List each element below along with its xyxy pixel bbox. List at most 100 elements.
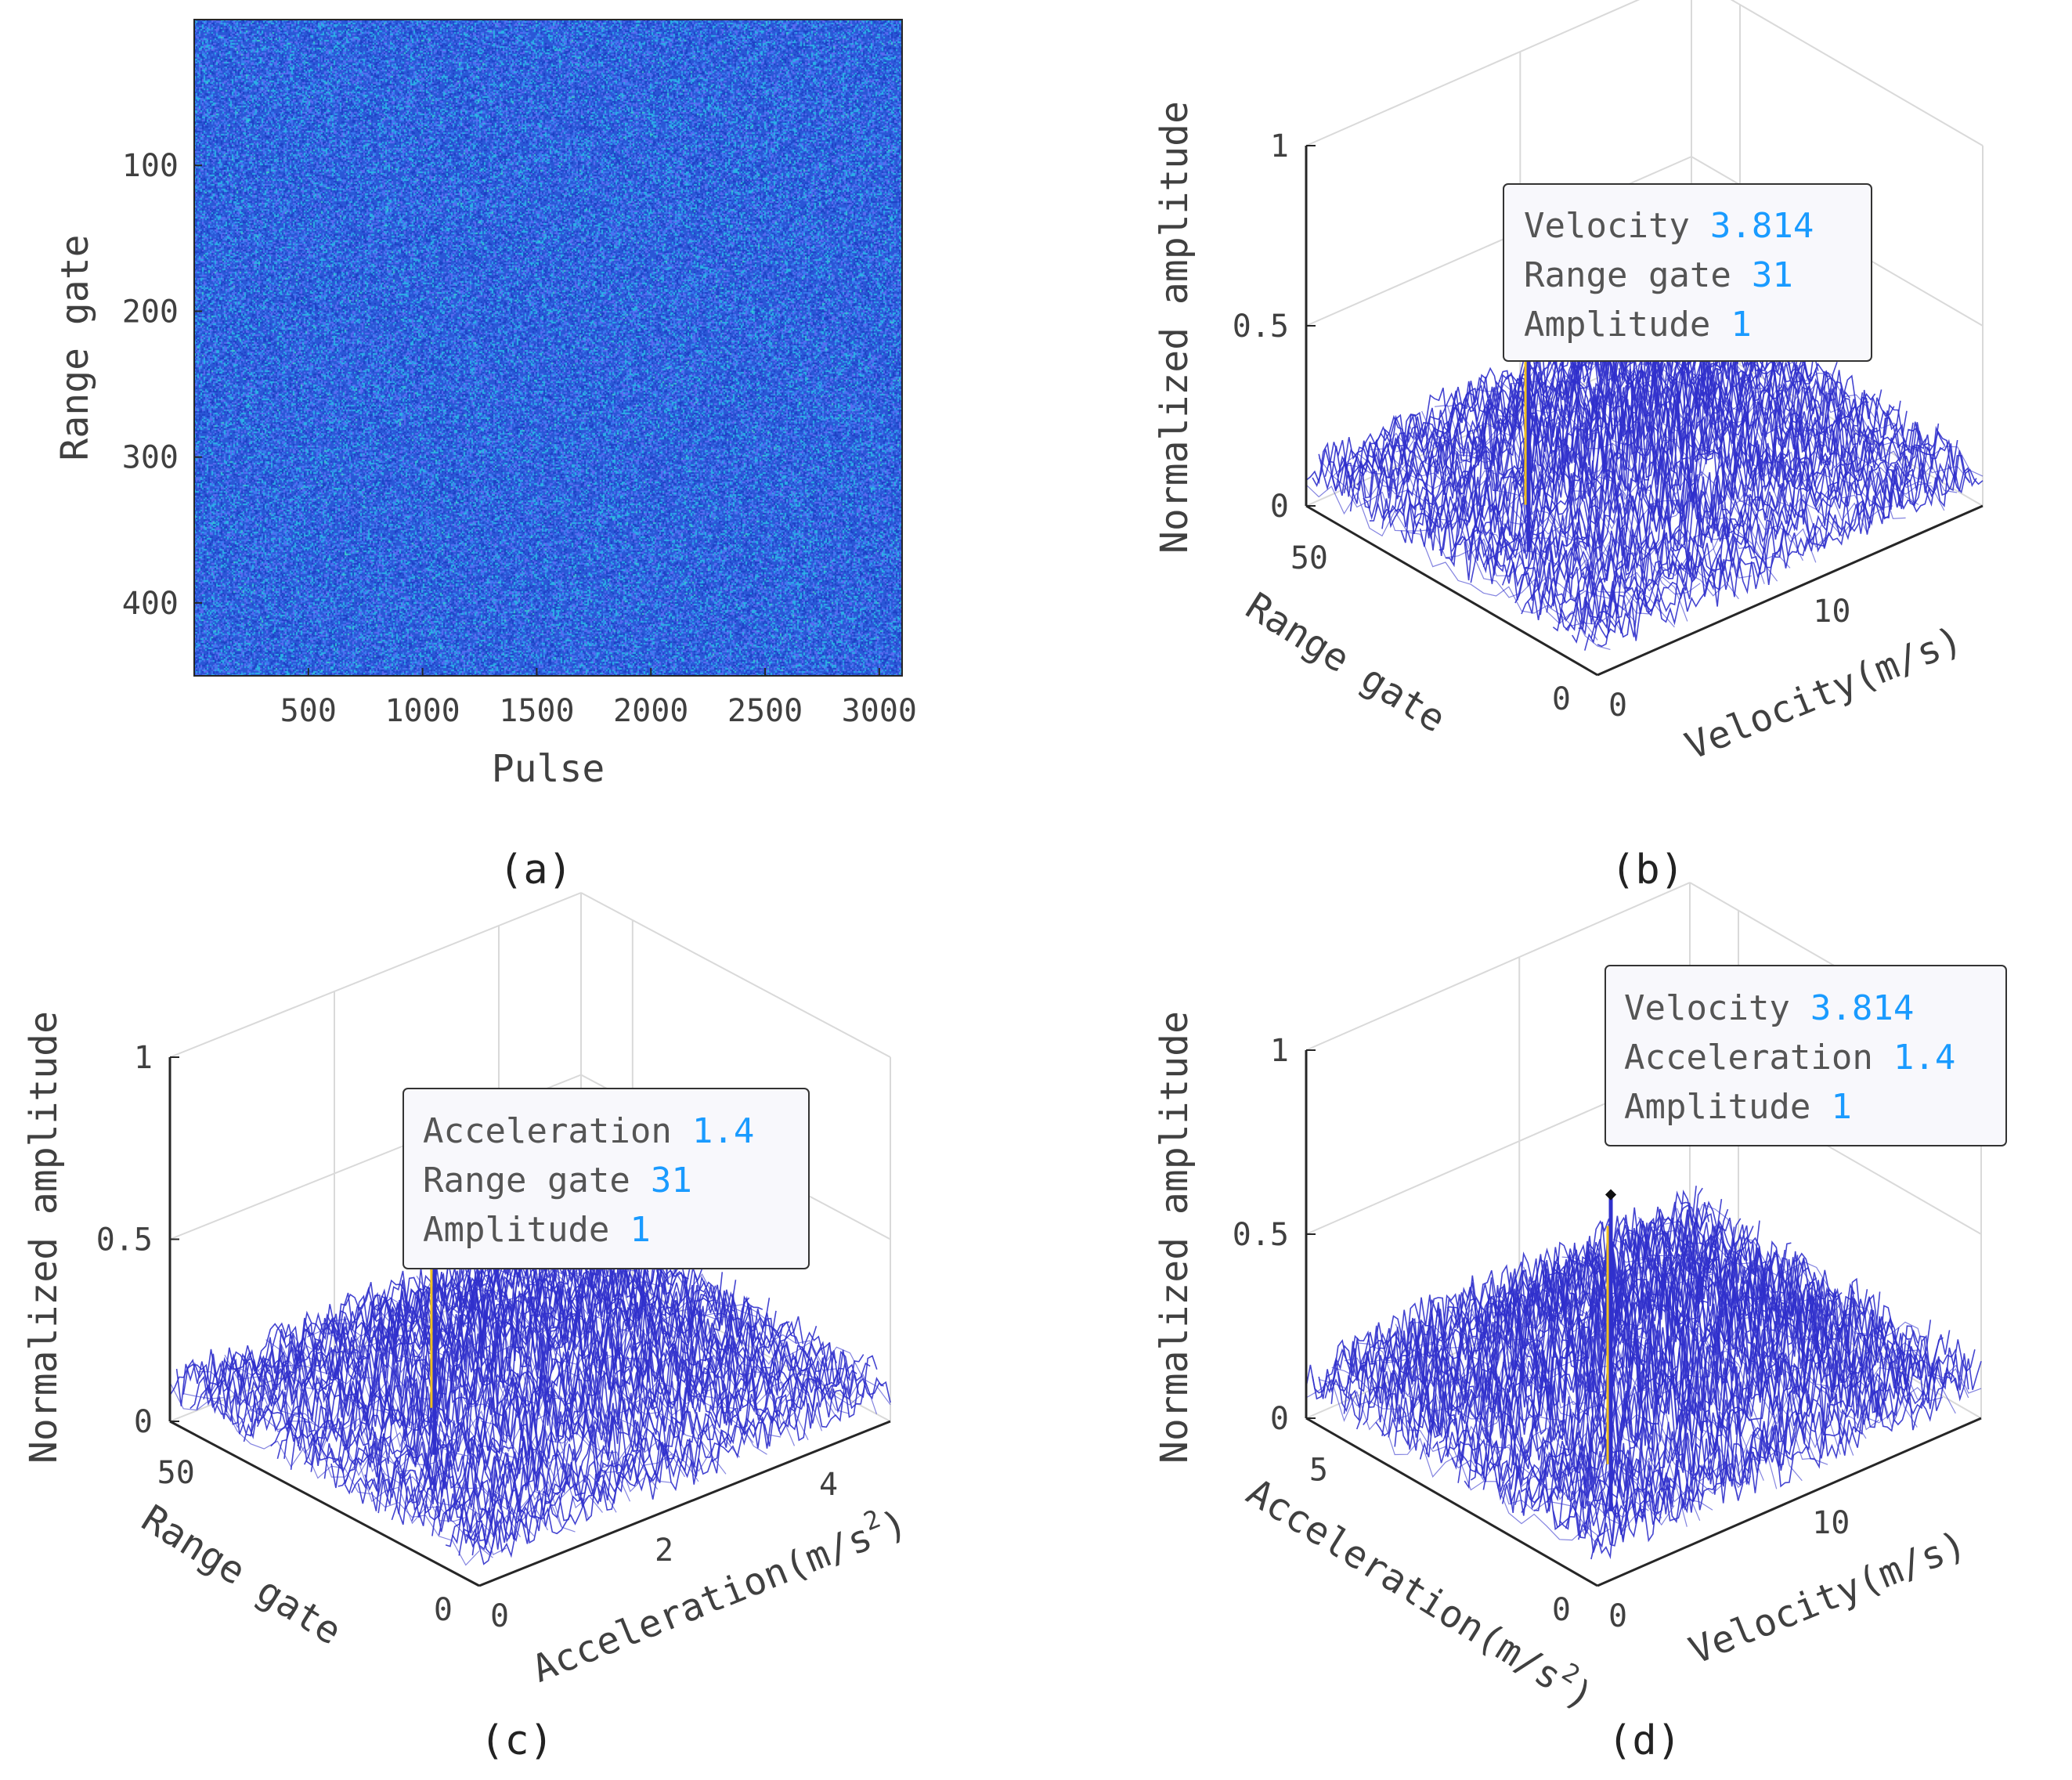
mesh-col [1331,1367,1623,1537]
mesh-col [416,1275,727,1475]
mesh-row [1597,1358,1982,1560]
heatmap-xlabel: Pulse [492,747,605,791]
mesh-col [1548,1260,1841,1455]
mesh-row [458,1362,871,1556]
mesh-col [210,1368,522,1538]
mesh-col [1460,410,1752,579]
y-tick-label: 300 [122,440,179,476]
mesh-col [1562,356,1855,537]
datatip-row: Range gate 31 [423,1161,692,1201]
mesh-row [1355,1218,1742,1430]
mesh-col [375,1297,686,1478]
z-tick-label: 1 [1270,128,1289,164]
mesh-col [1638,1216,1930,1400]
datatip-row: Range gate 31 [1524,255,1793,295]
z-tick-label: 0 [1270,489,1289,525]
mesh-row [1394,1233,1779,1447]
mesh-col [306,1330,617,1513]
zlabel-c: Normalized amplitude [22,1011,66,1464]
heatmap-plot-area [194,20,902,676]
mesh-col [1473,388,1765,584]
mesh-col [1447,403,1739,600]
surface-mesh [1305,286,1984,651]
z-tick-label: 0.5 [1233,1217,1289,1253]
z-tick-label: 0.5 [1233,309,1289,345]
mesh-col [471,1262,782,1438]
mesh-col [1550,359,1843,536]
mesh-col [1370,1347,1662,1518]
mesh-col [1612,1238,1905,1429]
mesh-row [438,1350,851,1536]
right-axis-label-b: Velocity(m/s) [1679,618,1968,769]
mesh-col [1498,379,1791,569]
mesh-col [1446,1306,1739,1497]
datatip-d: Velocity 3.814 Acceleration 1.4 Amplitude 1 [1605,965,2007,1146]
datatip-row: Amplitude 1 [423,1210,651,1250]
mesh-col [1344,453,1637,623]
x-tick-label: 2500 [727,693,803,729]
y-tick-label: 200 [122,294,179,330]
box-edge [169,892,582,1058]
caption-a: (a) [499,847,572,894]
left-tick-label: 0 [434,1592,453,1628]
mesh-col [1459,1313,1752,1489]
mesh-col [498,1268,809,1440]
datatip-row: Amplitude 1 [1624,1087,1852,1127]
mesh-row [445,1349,857,1547]
mesh-col [361,1309,672,1483]
mesh-col [1689,1204,1982,1394]
datatip-anchor [1605,1189,1617,1201]
mesh-row [1577,1339,1963,1540]
mesh-col [1370,448,1662,614]
right-tick-label: 0 [490,1598,509,1634]
mesh-col [1536,1277,1828,1465]
right-tick-label: 10 [1812,1505,1850,1541]
caption-b: (b) [1611,847,1684,894]
datatip-row: Velocity 3.814 [1624,988,1914,1028]
mesh-col [1511,381,1803,561]
mesh-col [1601,341,1893,509]
mesh-col [1651,1226,1944,1402]
left-tick-label: 50 [157,1455,195,1491]
right-tick-label: 0 [1608,688,1627,724]
mesh-col [1497,1292,1790,1461]
mesh-col [1408,1321,1701,1522]
mesh-col [1408,424,1701,595]
mesh-col [1382,1352,1675,1526]
mesh-col [1664,1221,1956,1414]
mesh-row [1445,363,1831,568]
mesh-col [1471,1291,1764,1481]
datatip-row: Amplitude 1 [1524,305,1752,345]
z-tick-label: 0.5 [96,1222,153,1258]
box-edge [1305,882,1691,1051]
datatip-c: Acceleration 1.4 Range gate 31 Amplitude 1 [402,1088,810,1269]
mesh-col [1305,484,1598,641]
mesh-col [224,1354,535,1536]
axis-line [1305,504,1598,677]
right-tick-label: 0 [1608,1598,1627,1634]
mesh-row [330,1284,743,1489]
mesh-col [1524,364,1817,563]
mesh-row [209,1225,623,1420]
z-tick-label: 1 [1270,1033,1289,1069]
mesh-row [1584,454,1971,651]
box-edge [580,892,891,1058]
axis-line [169,1420,480,1587]
heatmap-x-ticks: 500 1000 1500 2000 2500 3000 [280,668,917,729]
mesh-row [1470,374,1857,583]
mesh-row [417,1341,831,1526]
mesh-row [323,1280,737,1479]
mesh-row [1597,463,1984,648]
z-tick-label: 1 [134,1040,153,1076]
right-tick-label: 10 [1813,594,1850,630]
box-edge [1730,0,1984,146]
left-axis-label-b: Range gate [1238,584,1453,742]
mesh-col [1344,1357,1637,1532]
mesh-row [1451,1269,1836,1470]
heatmap-y-ticks: 100 200 300 400 [122,148,202,622]
mesh-row [182,1211,595,1395]
